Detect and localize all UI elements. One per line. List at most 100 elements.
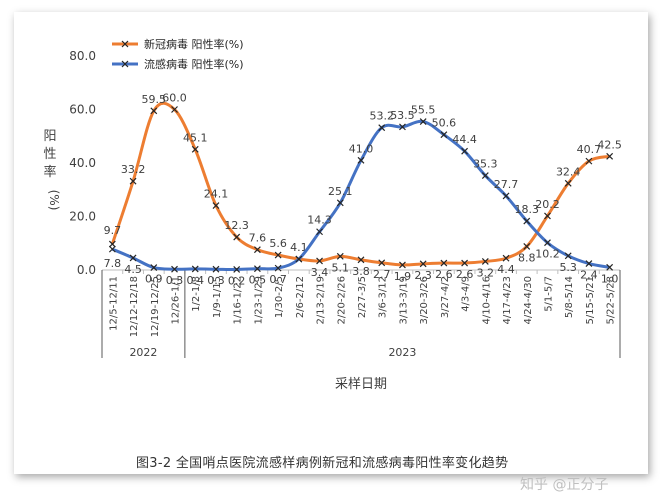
data-point-marker <box>191 145 199 153</box>
data-label: 20.2 <box>535 198 560 211</box>
data-point-marker <box>357 256 365 264</box>
x-tick-label: 12/12-12/18 <box>129 276 140 337</box>
figure-frame: 0.0 20.0 40.0 60.0 80.0 阳性率 (%) 2022 2023 12/5-12… <box>14 12 648 474</box>
y-tick-label: 80.0 <box>69 49 96 63</box>
data-label: 4.1 <box>290 241 308 254</box>
data-label: 2.6 <box>435 268 453 281</box>
x-tick-label: 12/5-12/11 <box>108 276 119 331</box>
data-label: 3.2 <box>477 266 495 279</box>
data-label: 60.0 <box>162 92 187 105</box>
x-tick-label: 3/20-3/26 <box>419 276 430 325</box>
data-label: 27.7 <box>494 178 519 191</box>
data-point-marker <box>564 252 572 260</box>
data-point-marker <box>440 131 448 139</box>
data-label: 12.3 <box>224 219 249 232</box>
data-point-marker <box>171 265 178 273</box>
data-point-marker <box>129 177 137 185</box>
data-point-marker <box>108 245 116 253</box>
x-tick-label: 3/27-4/2 <box>440 276 451 318</box>
data-label: 42.5 <box>597 138 622 151</box>
data-point-marker <box>564 179 572 187</box>
data-label: 8.8 <box>518 251 536 264</box>
data-label: 3.8 <box>352 265 370 278</box>
data-point-marker <box>419 260 427 268</box>
data-point-marker <box>212 202 220 209</box>
data-point-marker <box>440 259 448 267</box>
x-tick-label: 4/10-4/16 <box>481 276 492 325</box>
data-label: 2.3 <box>414 269 432 282</box>
y-axis-label-part: 率 <box>43 164 56 180</box>
data-label: 0.7 <box>269 273 287 286</box>
x-tick-label: 3/6-3/12 <box>378 276 389 318</box>
data-label: 33.2 <box>121 163 146 176</box>
legend-entry: 流感病毒 阳性率(%) <box>144 57 244 71</box>
x-tick-label: 1/30-2/5 <box>274 276 285 318</box>
y-axis-label-part: 阳 <box>43 129 56 144</box>
data-label: 5.3 <box>559 261 577 274</box>
x-tick-label: 12/19-12/25 <box>150 276 161 337</box>
data-label: 1.9 <box>394 270 412 283</box>
data-point-marker <box>481 258 489 265</box>
data-point-marker <box>357 156 365 164</box>
y-tick-label: 40.0 <box>69 156 96 170</box>
y-axis-label-part: (%) <box>47 190 61 211</box>
data-label: 4.5 <box>124 263 142 276</box>
data-point-marker <box>544 239 551 247</box>
year-group-label: 2022 <box>129 346 157 359</box>
data-label: 45.1 <box>183 131 208 144</box>
data-label: 41.0 <box>349 142 374 155</box>
x-tick-label: 1/9-1/15 <box>212 276 223 318</box>
year-group-label: 2023 <box>388 346 416 359</box>
data-label: 32.4 <box>556 165 581 178</box>
x-tick-label: 1/16-1/22 <box>233 276 244 325</box>
data-point-marker <box>171 106 178 113</box>
data-point-marker <box>129 254 137 262</box>
y-axis-label-part: 性 <box>43 147 56 162</box>
data-point-marker <box>150 107 158 115</box>
data-label: 5.6 <box>269 237 287 250</box>
data-point-marker <box>606 152 614 160</box>
data-label: 53.2 <box>369 110 394 123</box>
data-label: 50.6 <box>432 117 457 130</box>
data-point-marker <box>378 124 386 132</box>
data-label: 53.5 <box>390 109 415 122</box>
x-tick-label: 5/15-5/21 <box>585 276 596 325</box>
x-tick-label: 2/27-3/5 <box>357 276 368 318</box>
data-point-marker <box>233 266 241 273</box>
data-label: 25.1 <box>328 185 353 198</box>
data-point-marker <box>461 259 469 267</box>
data-label: 59.5 <box>142 93 167 106</box>
data-point-marker <box>274 251 282 259</box>
data-point-marker <box>481 172 489 179</box>
data-point-marker <box>399 261 406 269</box>
data-point-marker <box>399 123 406 131</box>
data-point-marker <box>253 265 261 273</box>
data-label: 0.3 <box>166 274 184 287</box>
legend-marker <box>121 60 129 68</box>
data-label: 0.4 <box>186 274 204 287</box>
data-label: 35.3 <box>473 158 498 171</box>
data-point-marker <box>502 192 510 200</box>
data-point-marker <box>108 240 116 248</box>
data-point-marker <box>606 263 614 271</box>
y-tick-label: 60.0 <box>69 103 96 117</box>
data-label: 40.7 <box>577 143 602 156</box>
data-point-marker <box>419 118 427 125</box>
data-label: 5.1 <box>332 261 350 274</box>
data-point-marker <box>336 199 344 207</box>
data-point-marker <box>523 217 531 225</box>
watermark: 知乎 @正分子 <box>520 477 609 493</box>
data-point-marker <box>274 264 282 272</box>
data-point-marker <box>295 255 303 263</box>
data-point-marker <box>585 157 593 165</box>
data-label: 2.7 <box>373 268 391 281</box>
x-axis-label: 采样日期 <box>335 377 387 392</box>
data-label: 10.2 <box>535 248 560 261</box>
x-tick-label: 1/23-1/29 <box>253 276 264 325</box>
data-point-marker <box>336 252 344 260</box>
data-label: 7.6 <box>249 232 267 245</box>
x-tick-label: 12/26-1/1 <box>171 276 182 325</box>
data-label: 1.0 <box>601 272 619 285</box>
data-label: 0.3 <box>207 274 225 287</box>
x-tick-label: 2/6-2/12 <box>295 276 306 318</box>
